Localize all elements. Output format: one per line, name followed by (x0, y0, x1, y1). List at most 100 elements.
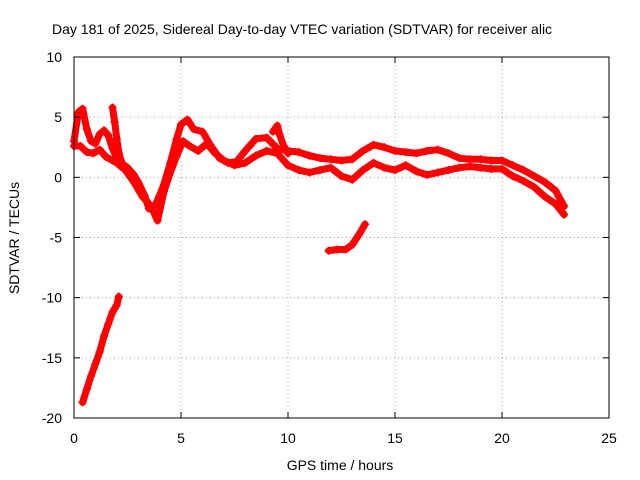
data-point (159, 187, 168, 196)
data-point (76, 142, 85, 151)
data-point (102, 152, 111, 161)
y-tick-label: 5 (54, 109, 62, 125)
data-point (251, 134, 260, 143)
data-point (202, 139, 211, 148)
data-point (110, 117, 119, 126)
data-point (530, 182, 539, 191)
data-point (401, 161, 410, 170)
data-point (189, 125, 198, 134)
data-point (172, 151, 181, 160)
data-point (89, 149, 98, 158)
data-point (401, 148, 410, 157)
data-point (369, 140, 378, 149)
data-point (412, 149, 421, 158)
data-point (262, 133, 271, 142)
data-point (358, 166, 367, 175)
data-point (508, 161, 517, 170)
data-point (540, 192, 549, 201)
data-point (262, 146, 271, 155)
x-tick-label: 25 (601, 430, 617, 446)
data-point (194, 146, 203, 155)
data-point (305, 151, 314, 160)
data-point (465, 162, 474, 171)
data-point (129, 178, 138, 187)
y-tick-label: -20 (42, 410, 62, 426)
data-point (305, 168, 314, 177)
data-point (211, 149, 220, 158)
data-point (91, 139, 100, 148)
data-point (198, 127, 207, 136)
data-point (530, 172, 539, 181)
data-point (444, 166, 453, 175)
data-point (380, 163, 389, 172)
grid (74, 57, 609, 418)
x-tick-label: 5 (177, 430, 185, 446)
data-point (179, 137, 188, 146)
data-point (284, 161, 292, 170)
data-point (348, 240, 357, 249)
data-point (498, 164, 506, 173)
data-point (78, 398, 87, 407)
data-point (348, 175, 357, 184)
data-point (455, 163, 464, 172)
data-point (91, 359, 100, 368)
data-point (279, 142, 288, 151)
x-tick-label: 20 (494, 430, 510, 446)
data-point (82, 125, 91, 134)
data-point (316, 154, 325, 163)
data-point (251, 151, 260, 160)
data-point (333, 245, 342, 254)
data-point (95, 347, 104, 356)
data-point (444, 149, 453, 158)
data-point (172, 134, 181, 143)
data-point (540, 178, 549, 187)
plot-data (70, 103, 569, 407)
data-point (108, 308, 117, 317)
data-point (166, 168, 175, 177)
data-point (316, 166, 325, 175)
data-point (112, 134, 121, 143)
data-point (82, 385, 91, 394)
data-point (95, 145, 104, 154)
data-point (273, 121, 282, 130)
data-point (114, 149, 123, 158)
data-point (465, 155, 474, 164)
data-point (423, 146, 432, 155)
data-point (476, 155, 485, 164)
data-point (275, 130, 284, 139)
data-point (108, 156, 117, 165)
data-point (369, 158, 378, 167)
data-point (519, 166, 528, 175)
data-point (476, 163, 485, 172)
data-point (324, 246, 333, 255)
data-point (114, 292, 123, 301)
y-tick-label: -15 (42, 350, 62, 366)
data-point (348, 155, 357, 164)
data-point (337, 156, 346, 165)
data-point (337, 172, 346, 181)
series-segment-0h (79, 293, 123, 406)
y-tick-label: -10 (42, 290, 62, 306)
data-point (104, 131, 113, 140)
data-point (147, 202, 156, 211)
data-point (241, 158, 250, 167)
data-point (423, 170, 432, 179)
data-point (99, 332, 108, 341)
data-point (153, 216, 162, 225)
axes: 0 5 10 15 20 25 10 5 0 -5 -10 -15 -20 (42, 49, 617, 446)
data-point (380, 143, 389, 152)
y-tick-label: 0 (54, 169, 62, 185)
y-axis-label: SDTVAR / TECUs (6, 182, 22, 294)
data-point (108, 103, 117, 112)
data-point (294, 166, 303, 175)
data-point (294, 148, 303, 157)
data-point (230, 161, 239, 170)
data-point (87, 137, 96, 146)
x-tick-label: 15 (387, 430, 403, 446)
data-point (326, 163, 335, 172)
data-point (519, 176, 528, 185)
data-point (560, 210, 569, 219)
data-point (551, 199, 560, 208)
data-point (219, 156, 228, 165)
